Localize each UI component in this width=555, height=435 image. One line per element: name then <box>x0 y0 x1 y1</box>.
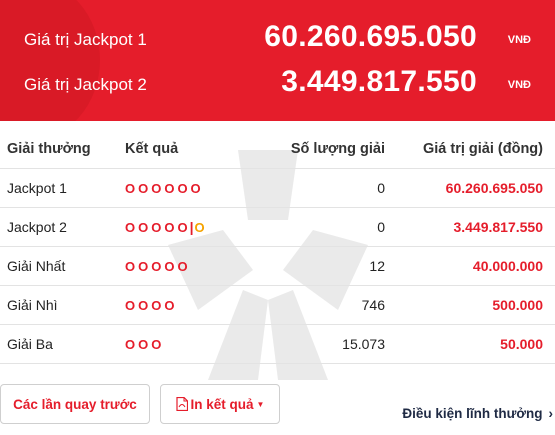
result-balls: OOOO <box>125 298 178 313</box>
bonus-separator: | <box>189 219 194 235</box>
result-balls: OOOOO <box>125 259 191 274</box>
header-result: Kết quả <box>125 130 255 169</box>
caret-down-icon: ▼ <box>256 399 265 409</box>
jackpot-1-value: 60.260.695.050 <box>264 20 477 53</box>
jackpot-2-row: Giá trị Jackpot 2 3.449.817.550 VNĐ <box>0 63 555 113</box>
prize-value: 3.449.817.550 <box>385 207 555 247</box>
chevron-right-icon: › <box>548 406 554 421</box>
jackpot-header: Giá trị Jackpot 1 60.260.695.050 VNĐ Giá… <box>0 0 555 121</box>
prize-table: Giải thưởng Kết quả Số lượng giải Giá tr… <box>0 130 555 364</box>
prize-name: Jackpot 2 <box>0 207 125 247</box>
print-results-label: In kết quả <box>190 396 254 412</box>
winner-count: 746 <box>255 285 385 325</box>
winner-count: 0 <box>255 207 385 247</box>
header-prize-value: Giá trị giải (đồng) <box>385 130 555 169</box>
prize-value: 50.000 <box>385 324 555 364</box>
jackpot-1-row: Giá trị Jackpot 1 60.260.695.050 VNĐ <box>0 18 555 68</box>
table-row: Giải Nhì OOOO 746 500.000 <box>0 285 555 325</box>
previous-draws-label: Các lần quay trước <box>13 396 137 412</box>
winner-count: 0 <box>255 168 385 208</box>
result-balls: OOO <box>125 337 165 352</box>
prize-name: Giải Nhì <box>0 285 125 325</box>
bonus-ball: O <box>194 220 205 235</box>
table-row: Giải Ba OOO 15.073 50.000 <box>0 324 555 364</box>
table-row: Jackpot 2 OOOOO|O 0 3.449.817.550 <box>0 207 555 247</box>
table-header-row: Giải thưởng Kết quả Số lượng giải Giá tr… <box>0 130 555 169</box>
table-row: Jackpot 1 OOOOOO 0 60.260.695.050 <box>0 168 555 208</box>
prize-name: Jackpot 1 <box>0 168 125 208</box>
jackpot-2-unit: VNĐ <box>507 79 531 91</box>
result-balls: OOOOOO <box>125 181 204 196</box>
jackpot-2-value: 3.449.817.550 <box>281 65 477 98</box>
pdf-file-icon <box>175 397 188 411</box>
claim-conditions-label: Điều kiện lĩnh thưởng <box>402 406 543 421</box>
header-prize-tier: Giải thưởng <box>0 130 125 169</box>
table-row: Giải Nhất OOOOO 12 40.000.000 <box>0 246 555 286</box>
prize-name: Giải Ba <box>0 324 125 364</box>
jackpot-1-unit: VNĐ <box>507 34 531 46</box>
header-winner-count: Số lượng giải <box>255 130 385 169</box>
header-decoration <box>0 0 100 121</box>
previous-draws-button[interactable]: Các lần quay trước <box>0 384 150 424</box>
print-results-button[interactable]: In kết quả ▼ <box>160 384 280 424</box>
winner-count: 12 <box>255 246 385 286</box>
jackpot-1-label: Giá trị Jackpot 1 <box>24 30 147 49</box>
winner-count: 15.073 <box>255 324 385 364</box>
prize-value: 500.000 <box>385 285 555 325</box>
claim-conditions-link[interactable]: Điều kiện lĩnh thưởng › <box>402 406 553 421</box>
prize-value: 60.260.695.050 <box>385 168 555 208</box>
result-balls: OOOOO <box>125 220 191 235</box>
jackpot-2-label: Giá trị Jackpot 2 <box>24 75 147 94</box>
prize-name: Giải Nhất <box>0 246 125 286</box>
prize-value: 40.000.000 <box>385 246 555 286</box>
